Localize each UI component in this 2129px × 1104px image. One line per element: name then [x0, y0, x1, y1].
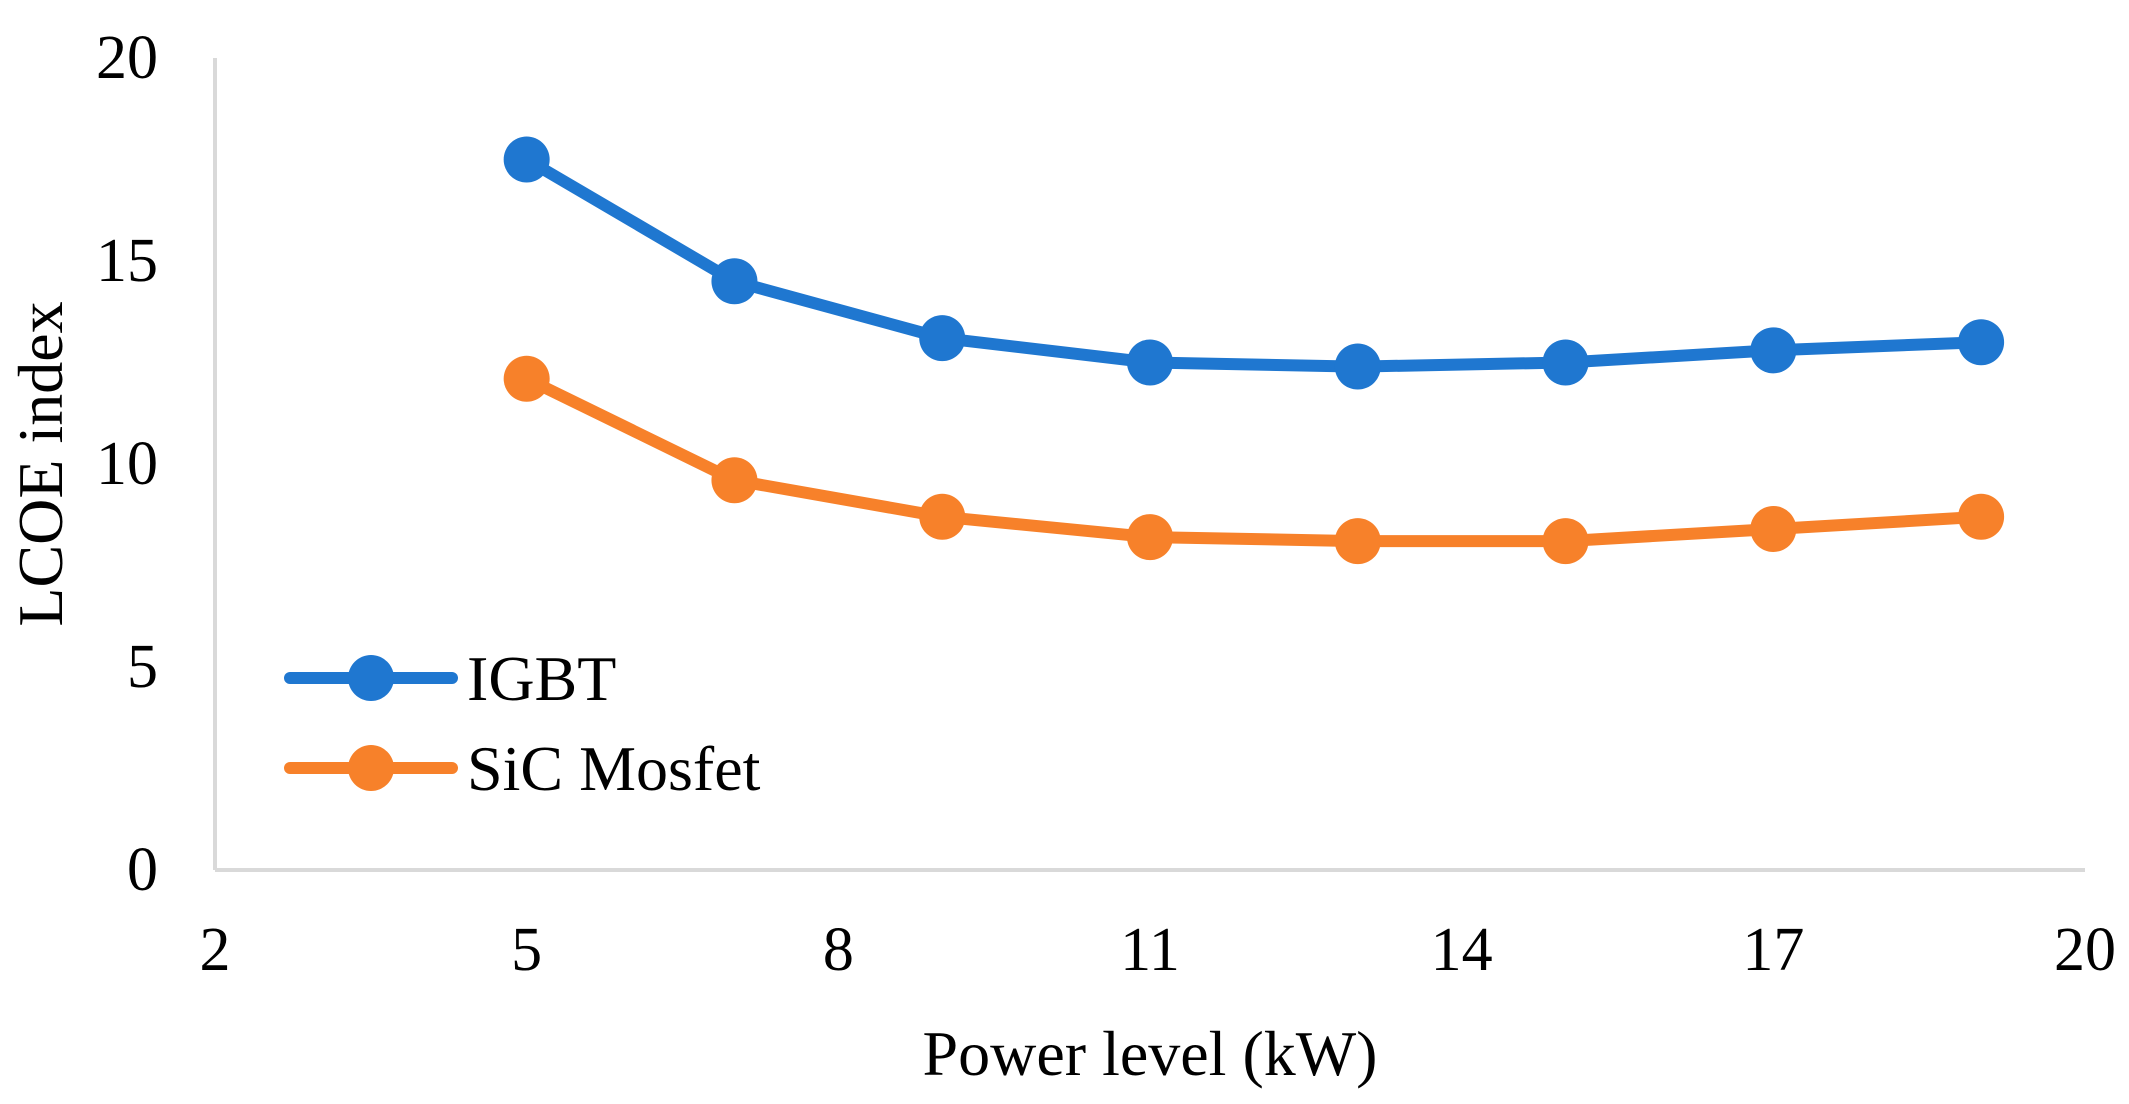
- legend-label: IGBT: [467, 643, 616, 714]
- series-layer: [503, 136, 2005, 565]
- data-point: [919, 315, 966, 362]
- y-tick-label: 10: [96, 430, 158, 498]
- y-tick-labels: 0 5 10 15 20: [96, 24, 158, 904]
- series-line: [520, 372, 1988, 548]
- x-tick-label: 14: [1431, 916, 1493, 984]
- y-tick-label: 0: [127, 836, 158, 904]
- data-point: [711, 457, 758, 504]
- data-point: [1127, 339, 1173, 386]
- series-igbt: [503, 136, 2005, 390]
- legend-item: IGBT: [284, 643, 616, 714]
- data-point: [1750, 505, 1797, 552]
- series-sic-mosfet: [503, 355, 2005, 565]
- series-line: [520, 153, 1988, 373]
- x-tick-label: 11: [1120, 916, 1180, 984]
- data-point: [1750, 327, 1797, 374]
- legend: IGBT SiC Mosfet: [284, 643, 761, 804]
- x-tick-label: 5: [511, 916, 542, 984]
- data-point: [1334, 518, 1381, 565]
- data-point: [1334, 343, 1381, 390]
- y-tick-label: 20: [96, 24, 158, 92]
- data-point: [919, 493, 966, 540]
- x-tick-label: 8: [823, 916, 854, 984]
- data-point: [1542, 518, 1589, 565]
- data-point: [1542, 339, 1589, 386]
- legend-marker: [348, 655, 394, 701]
- x-tick-labels: 2 5 8 11 14 17 20: [200, 916, 2117, 984]
- data-point: [503, 136, 550, 183]
- axes: [213, 58, 2085, 872]
- data-point: [1127, 514, 1173, 561]
- y-axis-title: LCOE index: [5, 301, 76, 626]
- y-tick-label: 15: [96, 227, 158, 295]
- x-tick-label: 20: [2054, 916, 2116, 984]
- legend-label: SiC Mosfet: [467, 733, 761, 804]
- x-axis-title: Power level (kW): [923, 1018, 1378, 1089]
- x-tick-label: 17: [1742, 916, 1804, 984]
- data-point: [503, 355, 550, 402]
- data-point: [1958, 493, 2005, 540]
- data-point: [711, 258, 758, 305]
- y-tick-label: 5: [127, 633, 158, 701]
- legend-item: SiC Mosfet: [284, 733, 761, 804]
- data-point: [1958, 319, 2005, 366]
- legend-marker: [348, 745, 394, 791]
- x-tick-label: 2: [200, 916, 231, 984]
